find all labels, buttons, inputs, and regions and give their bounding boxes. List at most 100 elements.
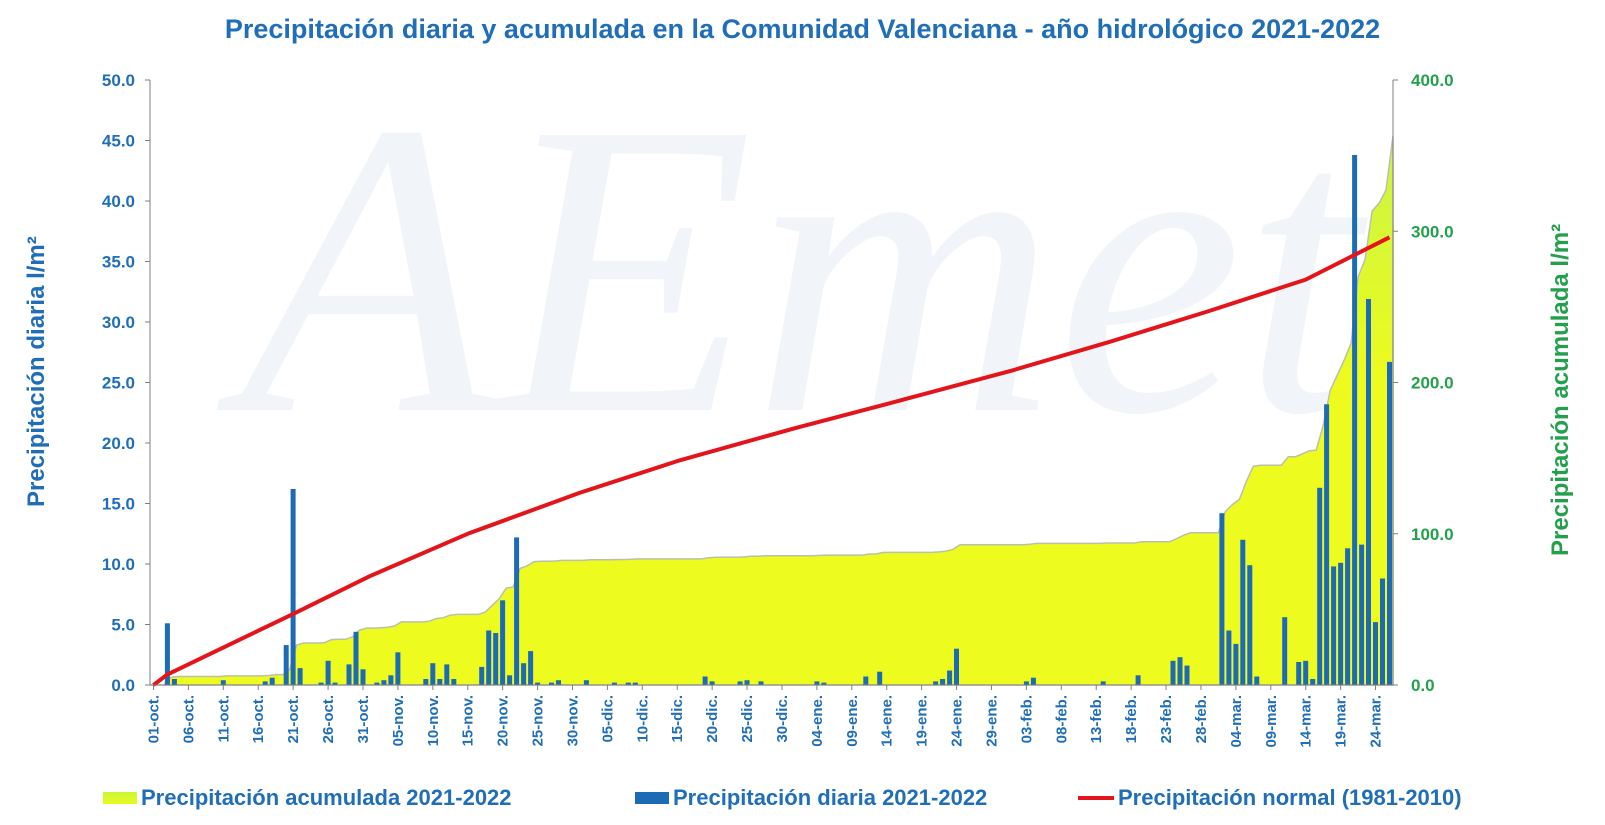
daily-bar-41 — [744, 680, 750, 685]
daily-bar-17 — [395, 652, 401, 685]
daily-bar-72 — [1345, 548, 1351, 685]
daily-bar-54 — [1135, 675, 1141, 685]
daily-bar-74 — [1359, 544, 1365, 685]
daily-bar-24 — [486, 630, 492, 685]
daily-bar-67 — [1310, 679, 1316, 685]
x-tick-label: 16-oct. — [250, 695, 267, 743]
y-right-tick-label: 100.0 — [1411, 525, 1454, 544]
daily-bar-35 — [611, 682, 617, 685]
daily-bar-38 — [702, 676, 708, 685]
x-tick-label: 31-oct. — [355, 695, 372, 743]
x-tick-label: 20-nov. — [495, 695, 512, 746]
daily-bar-56 — [1177, 657, 1183, 685]
daily-bar-76 — [1373, 622, 1378, 685]
normal-line — [152, 235, 1391, 687]
daily-bar-21 — [444, 664, 450, 685]
daily-bar-2 — [220, 680, 226, 685]
x-tick-label: 25-dic. — [739, 695, 756, 743]
y-left-tick-label: 35.0 — [102, 253, 135, 272]
daily-bar-52 — [1030, 677, 1036, 685]
daily-bar-9 — [325, 660, 331, 685]
daily-bar-30 — [528, 651, 534, 685]
daily-bar-65 — [1296, 662, 1302, 685]
x-tick-label: 10-dic. — [634, 695, 651, 743]
y-left-tick-label: 40.0 — [102, 192, 135, 211]
daily-bar-47 — [933, 681, 939, 685]
legend-swatch-bar — [635, 792, 669, 804]
x-tick-label: 15-nov. — [460, 695, 477, 746]
daily-bar-44 — [821, 682, 827, 685]
daily-bar-40 — [737, 681, 743, 685]
y-right-tick-label: 400.0 — [1411, 71, 1454, 90]
y-right-tick-label: 300.0 — [1411, 222, 1454, 241]
y-left-tick-label: 50.0 — [102, 71, 135, 90]
daily-bar-13 — [360, 669, 366, 685]
daily-bar-32 — [549, 682, 554, 685]
daily-bar-66 — [1303, 660, 1309, 685]
daily-bar-0 — [164, 623, 170, 685]
x-tick-label: 19-ene. — [914, 695, 931, 747]
daily-bar-78 — [1387, 361, 1392, 685]
x-tick-label: 08-feb. — [1053, 695, 1070, 743]
x-tick-label: 04-ene. — [809, 695, 826, 747]
x-tick-label: 24-ene. — [949, 695, 966, 747]
plot-area: 0.0 5.0 10.0 15.0 20.0 25.0 30.0 35.0 40.0 45.0 50… — [102, 71, 1454, 748]
daily-bar-48 — [940, 679, 946, 685]
daily-bar-62 — [1247, 565, 1253, 685]
x-tick-label: 21-oct. — [285, 695, 302, 743]
x-tick-label: 30-nov. — [565, 695, 582, 746]
daily-bar-5 — [283, 645, 289, 685]
x-tick-label: 14-mar. — [1298, 695, 1315, 748]
x-tick-label: 24-mar. — [1368, 695, 1385, 748]
daily-bar-61 — [1240, 539, 1246, 685]
legend-swatch-line — [1078, 796, 1114, 800]
daily-bar-50 — [954, 648, 959, 685]
x-tick-label: 28-feb. — [1193, 695, 1210, 743]
daily-bar-4 — [269, 677, 275, 685]
x-tick-label: 04-mar. — [1228, 695, 1245, 748]
daily-bar-37 — [632, 682, 638, 685]
daily-bar-10 — [332, 682, 338, 685]
cumulative-area — [150, 135, 1394, 686]
daily-bar-51 — [1023, 681, 1029, 685]
y-left-tick-label: 45.0 — [102, 132, 135, 151]
daily-bar-18 — [423, 679, 429, 685]
chart-title: Precipitación diaria y acumulada en la C… — [224, 14, 1381, 44]
daily-bar-33 — [556, 680, 561, 685]
x-tick-label: 19-mar. — [1333, 695, 1350, 748]
daily-bar-77 — [1380, 578, 1385, 685]
daily-bar-26 — [500, 600, 506, 685]
y-left-axis-label: Precipitación diaria l/m² — [23, 227, 51, 507]
daily-bar-12 — [353, 631, 359, 685]
legend-swatch-area — [103, 792, 137, 804]
daily-bar-68 — [1317, 487, 1323, 685]
daily-bar-36 — [625, 682, 631, 685]
y-left-tick-label: 0.0 — [111, 676, 135, 695]
daily-bar-28 — [514, 537, 520, 685]
daily-bar-39 — [709, 681, 715, 685]
daily-bar-27 — [507, 675, 513, 685]
legend-item-normal: Precipitación normal (1981-2010) — [1078, 785, 1462, 811]
x-tick-label: 06-oct. — [180, 695, 197, 743]
daily-bar-75 — [1366, 299, 1371, 685]
daily-bar-34 — [583, 680, 589, 685]
daily-bar-59 — [1226, 630, 1232, 685]
y-right-tick-label: 0.0 — [1411, 676, 1435, 695]
daily-bar-69 — [1324, 404, 1330, 685]
daily-bar-64 — [1282, 617, 1288, 685]
daily-bar-58 — [1219, 513, 1225, 685]
y-left-tick-label: 30.0 — [102, 313, 135, 332]
daily-bar-25 — [493, 633, 499, 685]
x-tick-label: 23-feb. — [1158, 695, 1175, 743]
daily-bar-53 — [1100, 681, 1106, 685]
daily-bar-22 — [451, 679, 457, 685]
y-right-axis-label: Precipitación acumulada l/m² — [1547, 223, 1575, 556]
legend-item-daily: Precipitación diaria 2021-2022 — [635, 785, 987, 811]
x-tick-label: 18-feb. — [1123, 695, 1140, 743]
daily-bar-14 — [374, 682, 380, 685]
y-left-tick-label: 15.0 — [102, 495, 135, 514]
daily-bar-70 — [1331, 566, 1337, 685]
x-tick-label: 01-oct. — [146, 695, 163, 743]
daily-bar-31 — [535, 682, 541, 685]
